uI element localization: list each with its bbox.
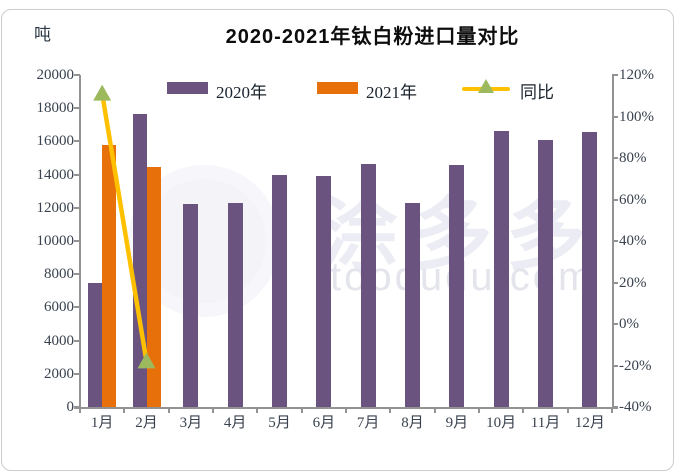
x-axis-tick: [167, 407, 170, 413]
left-axis-tick: [74, 74, 80, 76]
left-axis-tick: [74, 206, 80, 209]
bar-2020年-10月: [493, 130, 509, 407]
left-axis-tick-label: 20000: [36, 67, 75, 83]
x-axis-month-label: 9月: [445, 415, 469, 431]
line-同比: [99, 93, 149, 362]
bar-2020年-5月: [272, 175, 287, 407]
legend-label-yoy: 同比: [520, 83, 554, 102]
bar-2021年-1月: [102, 144, 117, 407]
left-axis-tick-label: 12000: [36, 199, 75, 216]
x-axis-tick: [256, 407, 259, 413]
bar-2020年-11月: [538, 139, 553, 407]
bar-2020年-1月: [88, 282, 103, 407]
x-axis-month-label: 5月: [268, 415, 291, 431]
right-axis-tick: [612, 281, 618, 284]
left-axis-tick-label: 6000: [44, 299, 74, 316]
bar-2020年-3月: [183, 203, 199, 407]
bar-2021年-2月: [146, 167, 161, 407]
right-axis-tick-label: 40%: [619, 233, 647, 249]
x-axis-tick: [300, 407, 303, 413]
bar-2020年-4月: [227, 202, 243, 407]
x-axis-month-label: 1月: [90, 415, 114, 431]
left-axis-tick: [74, 173, 80, 176]
x-axis-tick: [389, 407, 392, 413]
right-axis-line: [612, 75, 614, 409]
left-axis-line: [79, 75, 81, 409]
left-axis-tick: [74, 273, 80, 276]
x-axis-tick: [611, 407, 613, 413]
right-axis-tick-label: 20%: [619, 274, 647, 291]
right-axis-tick-label: -20%: [619, 357, 652, 374]
left-axis-tick-label: 4000: [44, 332, 74, 349]
x-axis-tick: [522, 407, 525, 413]
left-axis-tick-label: 0: [66, 399, 75, 415]
left-axis-tick: [74, 372, 80, 375]
legend-label-2020: 2020年: [216, 83, 267, 102]
bar-2020年-7月: [360, 163, 376, 407]
right-axis-tick-label: 120%: [619, 67, 654, 83]
left-axis-tick: [74, 306, 80, 309]
right-axis-tick-label: 100%: [619, 108, 654, 125]
x-axis-tick: [79, 407, 81, 413]
bar-2020年-12月: [582, 132, 598, 407]
right-axis-tick-label: 60%: [619, 191, 647, 208]
left-axis-tick: [74, 240, 80, 242]
left-axis-tick-label: 16000: [36, 133, 75, 150]
right-axis-tick: [612, 115, 618, 118]
x-axis-tick: [212, 407, 214, 413]
right-axis-tick: [612, 74, 618, 76]
x-axis-month-label: 3月: [179, 415, 203, 431]
right-axis-tick: [612, 157, 618, 159]
x-axis-month-label: 4月: [223, 415, 247, 431]
marker-triangle-同比: [137, 352, 156, 369]
right-axis-tick-label: -40%: [619, 399, 652, 415]
right-axis-tick-label: 0%: [619, 316, 639, 332]
right-axis-tick: [612, 364, 618, 367]
legend-label-2021: 2021年: [366, 83, 417, 102]
left-axis-tick: [74, 140, 80, 143]
x-axis-tick: [345, 407, 347, 413]
left-axis-unit-label: 吨: [34, 25, 51, 44]
bar-2020年-9月: [449, 165, 465, 407]
right-axis-tick: [612, 240, 618, 242]
x-axis-month-label: 7月: [356, 415, 380, 431]
marker-triangle-同比: [93, 84, 112, 101]
left-axis-tick-label: 14000: [36, 166, 75, 183]
chart-title: 2020-2021年钛白粉进口量对比: [225, 26, 520, 48]
x-axis-line: [74, 407, 618, 409]
x-axis-month-label: 2月: [135, 415, 158, 431]
x-axis-month-label: 10月: [486, 415, 517, 431]
left-axis-tick-label: 18000: [36, 100, 75, 117]
x-axis-month-label: 6月: [312, 415, 336, 431]
left-axis-tick: [74, 339, 80, 342]
x-axis-month-label: 8月: [401, 415, 424, 431]
right-axis-tick: [612, 323, 618, 325]
x-axis-tick: [433, 407, 436, 413]
left-axis-tick-label: 2000: [44, 365, 74, 382]
right-axis-tick-label: 80%: [619, 150, 647, 166]
left-axis-tick: [74, 107, 80, 110]
legend-swatch-2020: [167, 82, 208, 94]
legend-triangle-marker-icon: [478, 79, 494, 93]
left-axis-tick-label: 8000: [44, 266, 74, 283]
x-axis-tick: [478, 407, 480, 413]
x-axis-month-label: 11月: [530, 415, 561, 431]
left-axis-tick-label: 10000: [36, 233, 75, 249]
x-axis-tick: [123, 407, 126, 413]
bar-2020年-8月: [405, 202, 420, 407]
right-axis-tick: [612, 198, 618, 201]
x-axis-month-label: 12月: [574, 415, 605, 431]
x-axis-tick: [566, 407, 569, 413]
bar-2020年-6月: [316, 176, 332, 407]
legend-swatch-2021: [317, 82, 358, 94]
